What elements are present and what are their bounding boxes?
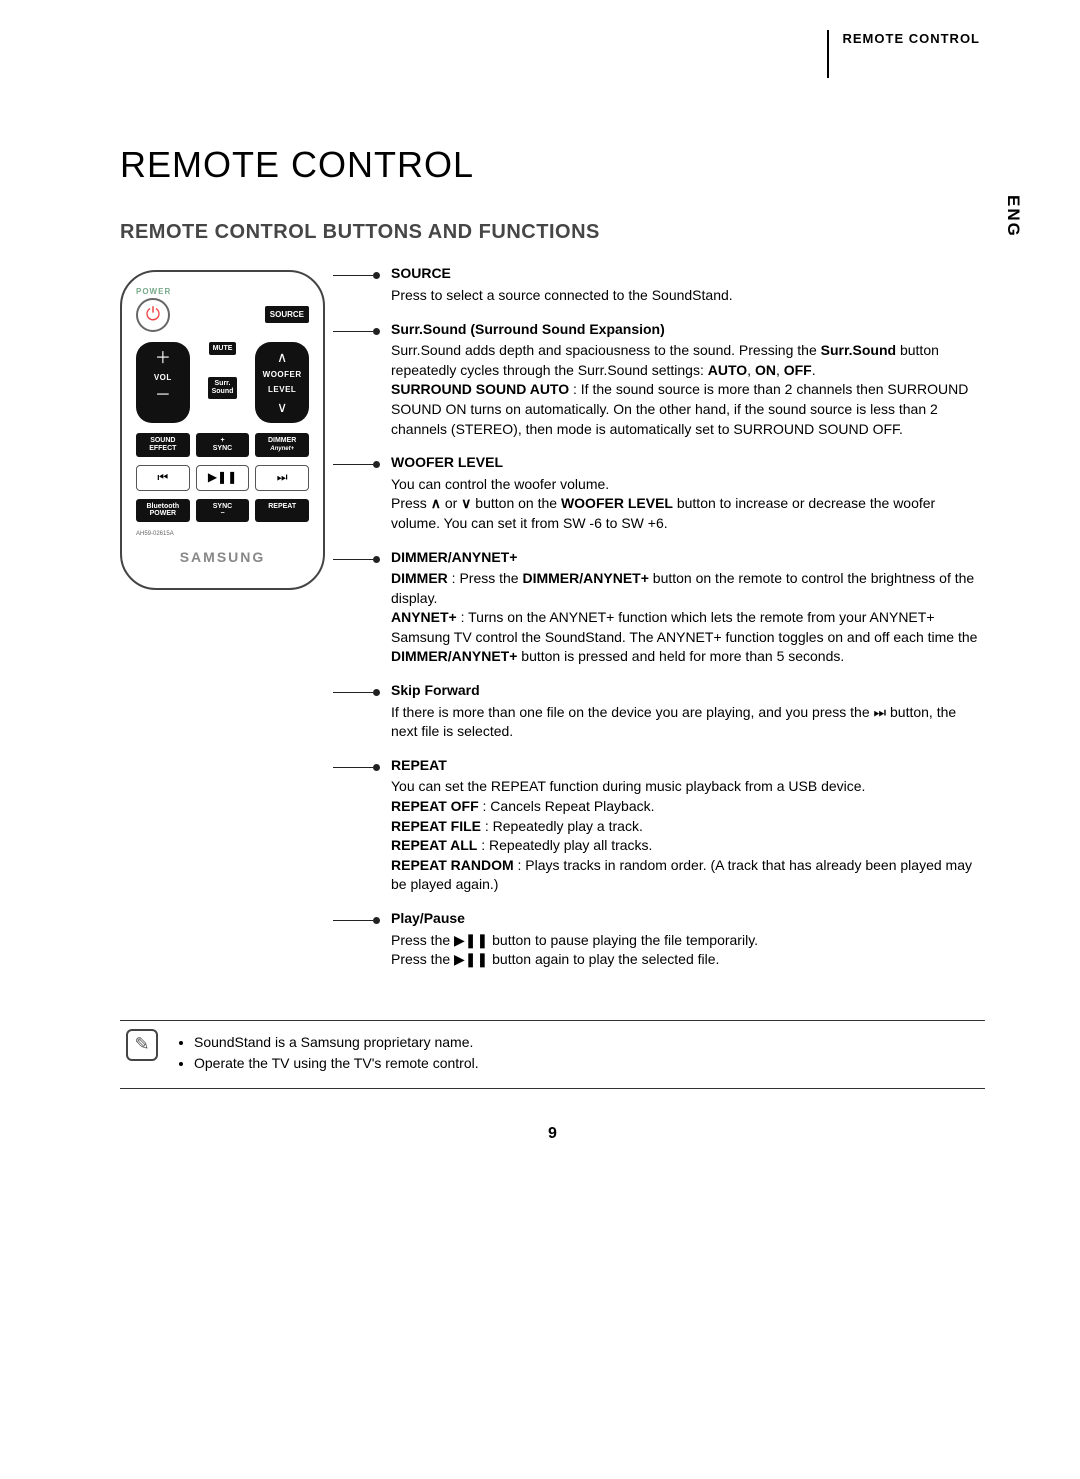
- desc-item: WOOFER LEVELYou can control the woofer v…: [373, 453, 985, 533]
- prev-button: ⏮: [136, 465, 190, 491]
- desc-title: SOURCE: [391, 264, 985, 284]
- desc-title: Skip Forward: [391, 681, 985, 701]
- desc-title: DIMMER/ANYNET+: [391, 548, 985, 568]
- sync-minus-button: SYNC −: [196, 499, 250, 522]
- desc-title: Surr.Sound (Surround Sound Expansion): [391, 320, 985, 340]
- desc-body: DIMMER : Press the DIMMER/ANYNET+ button…: [391, 569, 985, 667]
- desc-item: Play/PausePress the ▶❚❚ button to pause …: [373, 909, 985, 970]
- desc-body: Press the ▶❚❚ button to pause playing th…: [391, 931, 985, 970]
- sound-effect-button: SOUND EFFECT: [136, 433, 190, 456]
- next-button: ⏭: [255, 465, 309, 491]
- desc-title: Play/Pause: [391, 909, 985, 929]
- repeat-button: REPEAT: [255, 499, 309, 522]
- header-section: REMOTE CONTROL: [827, 30, 981, 78]
- power-label: POWER: [136, 286, 309, 297]
- desc-title: REPEAT: [391, 756, 985, 776]
- woofer-label: WOOFER: [263, 369, 302, 380]
- page-number: 9: [120, 1123, 985, 1145]
- vol-label: VOL: [154, 372, 172, 383]
- desc-body: You can control the woofer volume.Press …: [391, 475, 985, 534]
- desc-item: DIMMER/ANYNET+DIMMER : Press the DIMMER/…: [373, 548, 985, 668]
- level-label: LEVEL: [268, 384, 296, 395]
- desc-item: Surr.Sound (Surround Sound Expansion)Sur…: [373, 320, 985, 440]
- desc-body: If there is more than one file on the de…: [391, 703, 985, 742]
- dimmer-label: DIMMER: [268, 437, 296, 444]
- descriptions: SOURCEPress to select a source connected…: [373, 264, 985, 983]
- model-number: AH59-02615A: [136, 530, 309, 538]
- woofer-rocker: ∧ WOOFER LEVEL ∨: [255, 342, 309, 424]
- desc-item: SOURCEPress to select a source connected…: [373, 264, 985, 305]
- power-button: ⏻: [136, 298, 170, 332]
- brand-label: SAMSUNG: [136, 548, 309, 568]
- note-item: Operate the TV using the TV's remote con…: [194, 1054, 985, 1074]
- remote-diagram: POWER ⏻ SOURCE ＋ VOL － MUTE Surr. Sound …: [120, 270, 325, 589]
- dimmer-button: DIMMER Anynet+: [255, 433, 309, 456]
- sync-plus-button: + SYNC: [196, 433, 250, 456]
- mute-button: MUTE: [209, 342, 237, 356]
- notes-box: ✎ SoundStand is a Samsung proprietary na…: [120, 1020, 985, 1089]
- surr-sound-button: Surr. Sound: [208, 377, 238, 398]
- source-button: SOURCE: [265, 306, 309, 323]
- desc-item: REPEATYou can set the REPEAT function du…: [373, 756, 985, 895]
- desc-body: You can set the REPEAT function during m…: [391, 777, 985, 895]
- desc-body: Press to select a source connected to th…: [391, 286, 985, 306]
- desc-item: Skip ForwardIf there is more than one fi…: [373, 681, 985, 742]
- note-item: SoundStand is a Samsung proprietary name…: [194, 1033, 985, 1053]
- page-title: REMOTE CONTROL: [120, 140, 985, 190]
- play-pause-button: ▶❚❚: [196, 465, 250, 491]
- desc-body: Surr.Sound adds depth and spaciousness t…: [391, 341, 985, 439]
- section-title: REMOTE CONTROL BUTTONS AND FUNCTIONS: [120, 218, 985, 246]
- bt-power-button: Bluetooth POWER: [136, 499, 190, 522]
- desc-title: WOOFER LEVEL: [391, 453, 985, 473]
- anynet-label: Anynet+: [270, 446, 294, 452]
- lang-tab: ENG: [1001, 195, 1025, 238]
- note-icon: ✎: [126, 1029, 158, 1061]
- volume-rocker: ＋ VOL －: [136, 342, 190, 424]
